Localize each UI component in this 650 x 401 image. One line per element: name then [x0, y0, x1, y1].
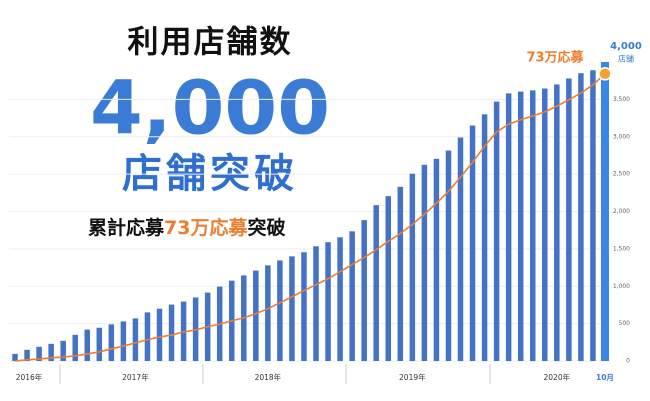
subtitle: 累計応募73万応募突破 [88, 216, 285, 239]
x-tick-label: 2016年 [16, 372, 43, 382]
bar [265, 265, 271, 361]
x-tick-label: 2017年 [122, 372, 149, 382]
bar [457, 137, 464, 361]
end-dot [598, 67, 612, 81]
bar [108, 324, 115, 361]
bar [349, 231, 355, 361]
bar [529, 90, 536, 361]
bar [493, 101, 500, 362]
y-tick-label: 500 [619, 320, 631, 327]
bar [409, 173, 416, 361]
y-tick-label: 2,500 [613, 171, 630, 178]
bar [36, 346, 42, 361]
bar [289, 256, 295, 361]
bar [325, 242, 331, 361]
x-tick-label: 2018年 [255, 372, 282, 382]
bar [156, 308, 163, 361]
y-tick-label: 1,000 [613, 283, 630, 290]
x-tick-label: 2019年 [399, 372, 426, 382]
bar [337, 237, 343, 361]
bar [253, 270, 259, 361]
bar [433, 158, 440, 361]
bar [554, 84, 560, 362]
bar [60, 340, 66, 361]
bar [517, 91, 524, 362]
line [14, 73, 606, 362]
y-tick-label: 3,500 [613, 96, 630, 103]
bar [96, 327, 103, 361]
subtitle-part: 累計応募 [88, 216, 165, 239]
bar [84, 329, 91, 361]
bar [469, 125, 476, 361]
bar [566, 78, 572, 361]
annotation: 店舗 [618, 54, 634, 64]
y-tick-label: 1,500 [613, 245, 630, 252]
bar [385, 196, 392, 361]
bar [313, 246, 319, 361]
bar [445, 150, 452, 361]
x-tick-label: 10月 [596, 373, 614, 382]
bar [481, 114, 488, 361]
bar [301, 252, 307, 361]
bar [72, 334, 78, 361]
annotation: 4,000 [610, 41, 642, 52]
bar [361, 220, 367, 361]
bar [578, 73, 584, 362]
bar [168, 304, 175, 361]
bar [48, 343, 54, 361]
bar [397, 186, 404, 361]
bar [132, 318, 139, 361]
chart-title: 利用店舗数 [128, 25, 293, 61]
y-tick-label: 3,000 [613, 133, 630, 140]
bar [12, 353, 18, 361]
bar [144, 312, 151, 361]
subtitle-part: 突破 [247, 216, 285, 239]
bar [421, 164, 428, 361]
annotation: 73万応募 [526, 50, 584, 66]
bar [590, 70, 596, 361]
y-tick-label: 0 [626, 358, 630, 365]
bar [24, 349, 30, 361]
bar [505, 93, 512, 362]
bar [120, 321, 127, 361]
bar [277, 260, 283, 361]
bar [373, 205, 379, 361]
x-tick-label: 2020年 [544, 372, 571, 382]
subtitle-highlight: 73万応募 [164, 216, 248, 239]
bar [542, 88, 548, 361]
headline-number: 4,000 [90, 66, 330, 152]
bar [600, 62, 609, 361]
y-tick-label: 2,000 [613, 208, 630, 215]
